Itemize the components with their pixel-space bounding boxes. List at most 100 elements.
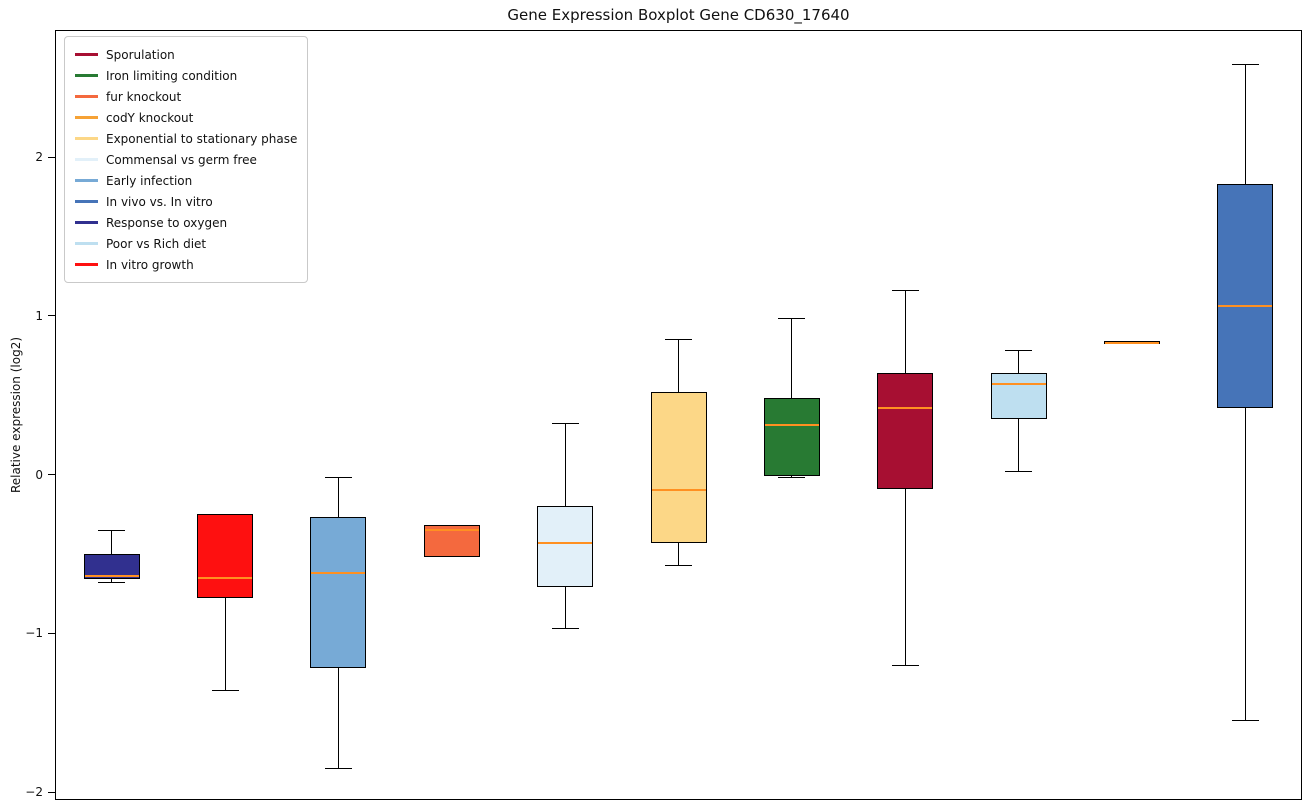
- y-tick-label: −1: [25, 626, 43, 641]
- median-line-poor-vs-rich-diet: [991, 383, 1046, 386]
- y-tick-label: 1: [35, 308, 43, 323]
- whisker-cap-lower-iron-limiting-condition: [778, 477, 806, 479]
- box-sporulation: [877, 372, 934, 489]
- legend-item: Iron limiting condition: [75, 65, 297, 86]
- y-tick-label: 2: [35, 150, 43, 164]
- legend-color-swatch: [75, 53, 98, 56]
- legend-color-swatch: [75, 221, 98, 224]
- legend-label: In vivo vs. In vitro: [106, 194, 213, 209]
- whisker-cap-lower-early-infection: [324, 767, 352, 769]
- box-in-vivo-vs-in-vitro: [1217, 184, 1274, 408]
- whisker-cap-lower-sporulation: [891, 664, 919, 666]
- legend-color-swatch: [75, 137, 98, 140]
- median-line-commensal-vs-germ-free: [538, 541, 593, 544]
- whisker-lower-iron-limiting-condition: [791, 476, 793, 478]
- y-tick-mark: [48, 632, 55, 634]
- whisker-cap-lower-poor-vs-rich-diet: [1005, 470, 1033, 472]
- legend-color-swatch: [75, 179, 98, 182]
- legend-item: In vitro growth: [75, 254, 297, 275]
- whisker-lower-exponential-to-stationary-phase: [678, 542, 679, 566]
- legend-label: codY knockout: [106, 110, 194, 125]
- whisker-lower-commensal-vs-germ-free: [564, 587, 566, 629]
- legend-label: Early infection: [106, 173, 193, 188]
- box-poor-vs-rich-diet: [990, 372, 1047, 419]
- legend-label: Poor vs Rich diet: [106, 236, 207, 251]
- legend-item: Commensal vs germ free: [75, 149, 297, 170]
- whisker-cap-upper-sporulation: [891, 289, 919, 291]
- median-line-in-vivo-vs-in-vitro: [1218, 305, 1273, 308]
- whisker-upper-sporulation: [904, 290, 906, 373]
- y-tick-label: −2: [25, 785, 43, 800]
- box-in-vitro-growth: [197, 514, 254, 599]
- legend-color-swatch: [75, 242, 98, 245]
- box-iron-limiting-condition: [763, 398, 820, 477]
- y-tick-mark: [48, 156, 55, 158]
- y-tick-label: 0: [35, 467, 43, 482]
- whisker-upper-poor-vs-rich-diet: [1018, 350, 1020, 373]
- legend-item: In vivo vs. In vitro: [75, 191, 297, 212]
- median-line-sporulation: [878, 406, 933, 409]
- legend-label: Commensal vs germ free: [106, 152, 257, 167]
- box-early-infection: [310, 517, 367, 669]
- whisker-upper-exponential-to-stationary-phase: [678, 339, 679, 392]
- median-line-cody-knockout: [1104, 341, 1159, 344]
- chart-title: Gene Expression Boxplot Gene CD630_17640: [507, 6, 850, 24]
- legend-color-swatch: [75, 200, 98, 203]
- whisker-cap-upper-early-infection: [324, 477, 352, 479]
- y-tick-mark: [48, 315, 55, 317]
- whisker-lower-poor-vs-rich-diet: [1018, 418, 1020, 472]
- box-response-to-oxygen: [83, 553, 140, 580]
- median-line-response-to-oxygen: [84, 575, 139, 578]
- whisker-lower-response-to-oxygen: [111, 579, 113, 583]
- legend-color-swatch: [75, 95, 98, 98]
- whisker-upper-iron-limiting-condition: [791, 318, 793, 399]
- legend-item: Early infection: [75, 170, 297, 191]
- legend-color-swatch: [75, 263, 98, 266]
- legend-label: Iron limiting condition: [106, 68, 238, 83]
- legend-item: codY knockout: [75, 107, 297, 128]
- median-line-exponential-to-stationary-phase: [651, 489, 706, 492]
- legend: Sporulation Iron limiting condition fur kn…: [64, 36, 309, 283]
- whisker-cap-upper-iron-limiting-condition: [778, 318, 806, 320]
- legend-item: fur knockout: [75, 86, 297, 107]
- whisker-cap-upper-exponential-to-stationary-phase: [665, 339, 692, 341]
- median-line-fur-knockout: [424, 529, 479, 532]
- whisker-cap-lower-exponential-to-stationary-phase: [665, 564, 692, 566]
- legend-label: In vitro growth: [106, 257, 194, 272]
- y-tick-mark: [48, 474, 55, 476]
- whisker-lower-in-vivo-vs-in-vitro: [1244, 407, 1246, 721]
- legend-color-swatch: [75, 74, 98, 77]
- median-line-in-vitro-growth: [198, 576, 253, 579]
- whisker-upper-in-vivo-vs-in-vitro: [1244, 64, 1246, 184]
- legend-color-swatch: [75, 158, 98, 161]
- whisker-cap-upper-commensal-vs-germ-free: [551, 423, 579, 425]
- median-line-iron-limiting-condition: [764, 424, 819, 427]
- legend-item: Poor vs Rich diet: [75, 233, 297, 254]
- whisker-lower-early-infection: [337, 668, 339, 769]
- legend-item: Response to oxygen: [75, 212, 297, 233]
- legend-label: Sporulation: [106, 47, 175, 62]
- box-exponential-to-stationary-phase: [650, 391, 707, 543]
- box-commensal-vs-germ-free: [537, 506, 594, 588]
- legend-label: Exponential to stationary phase: [106, 131, 298, 146]
- whisker-upper-commensal-vs-germ-free: [564, 423, 566, 507]
- whisker-cap-lower-response-to-oxygen: [98, 581, 126, 583]
- legend-color-swatch: [75, 116, 98, 119]
- legend-item: Sporulation: [75, 44, 297, 65]
- whisker-cap-upper-response-to-oxygen: [98, 529, 126, 531]
- whisker-lower-sporulation: [904, 488, 906, 666]
- legend-label: Response to oxygen: [106, 215, 228, 230]
- legend-label: fur knockout: [106, 89, 182, 104]
- whisker-cap-upper-in-vivo-vs-in-vitro: [1231, 64, 1259, 66]
- whisker-cap-lower-in-vitro-growth: [211, 689, 239, 691]
- y-tick-mark: [48, 791, 55, 793]
- whisker-cap-upper-poor-vs-rich-diet: [1005, 350, 1033, 352]
- legend-item: Exponential to stationary phase: [75, 128, 297, 149]
- whisker-upper-early-infection: [337, 477, 339, 518]
- whisker-lower-in-vitro-growth: [224, 598, 226, 691]
- whisker-upper-response-to-oxygen: [111, 530, 113, 554]
- whisker-cap-lower-commensal-vs-germ-free: [551, 628, 579, 630]
- median-line-early-infection: [311, 571, 366, 574]
